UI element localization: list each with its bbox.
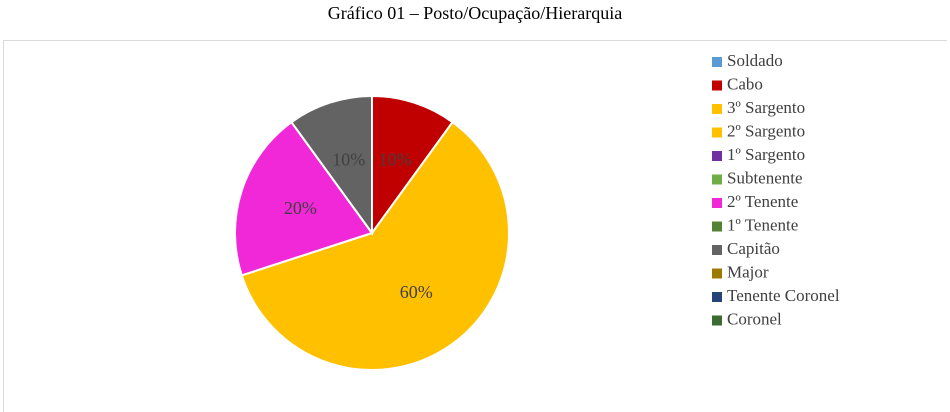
pie-slice xyxy=(240,120,510,371)
pie-slice xyxy=(371,94,454,237)
legend-swatch xyxy=(712,80,722,91)
legend-label: 3º Sargento xyxy=(727,98,805,117)
legend-label: 1º Tenente xyxy=(727,215,798,234)
legend-label: 2º Tenente xyxy=(727,192,798,211)
legend-swatch xyxy=(712,315,722,326)
legend-label: Coronel xyxy=(727,309,782,328)
chart-title: Gráfico 01 – Posto/Ocupação/Hierarquia xyxy=(328,3,622,23)
legend-label: Soldado xyxy=(727,51,783,70)
legend-swatch xyxy=(712,104,722,114)
legend-swatch xyxy=(712,292,722,302)
data-label: 60% xyxy=(400,282,433,302)
legend-label: Subtenente xyxy=(727,168,803,187)
legend-label: Major xyxy=(727,262,769,281)
legend-swatch xyxy=(712,268,722,279)
pie-slice xyxy=(234,120,374,277)
legend-swatch xyxy=(712,198,722,208)
legend-swatch xyxy=(712,151,722,161)
data-label: 10% xyxy=(379,149,412,169)
legend-swatch xyxy=(712,127,722,138)
data-label: 10% xyxy=(332,149,365,169)
legend-swatch xyxy=(712,221,722,232)
pie-slice xyxy=(290,94,373,237)
legend-swatch xyxy=(712,245,722,255)
legend-swatch xyxy=(712,57,722,67)
legend-swatch xyxy=(712,174,722,185)
data-label: 20% xyxy=(284,198,317,218)
legend-label: Capitão xyxy=(727,239,780,258)
legend-label: Tenente Coronel xyxy=(727,286,840,305)
legend-label: Cabo xyxy=(727,74,763,93)
legend-label: 2º Sargento xyxy=(727,121,805,140)
legend-label: 1º Sargento xyxy=(727,145,805,164)
